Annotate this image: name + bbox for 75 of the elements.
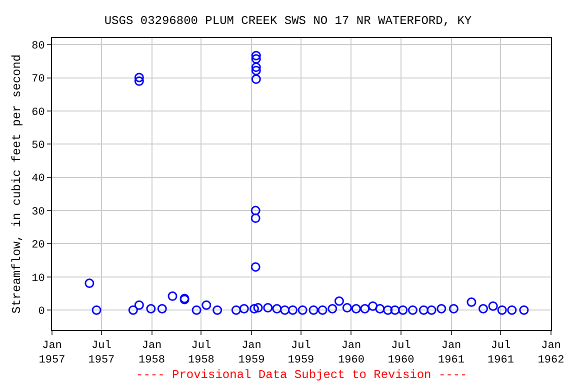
point	[488, 301, 498, 311]
point	[334, 296, 344, 306]
point	[368, 301, 378, 311]
point	[251, 66, 261, 76]
point	[84, 278, 94, 288]
x-tick-label: Jan 1958	[138, 340, 165, 366]
point	[497, 305, 507, 315]
point	[328, 304, 338, 314]
y-tick-label: 10	[32, 272, 45, 285]
y-tick-label: 0	[38, 306, 45, 318]
point	[168, 291, 178, 301]
point	[250, 206, 260, 216]
point	[92, 305, 102, 315]
point	[398, 305, 408, 315]
point	[212, 305, 222, 315]
y-axis-title: Streamflow, in cubic feet per second	[10, 54, 24, 314]
point	[318, 305, 328, 315]
y-tick-label: 30	[32, 206, 45, 218]
point	[134, 72, 144, 82]
point	[360, 304, 370, 314]
point	[250, 262, 260, 272]
x-tick-label: Jan 1961	[438, 340, 465, 366]
point	[250, 213, 260, 223]
chart-title: USGS 03296800 PLUM CREEK SWS NO 17 NR WATERFORD, KY	[104, 14, 472, 28]
point	[342, 303, 352, 313]
point	[519, 305, 529, 315]
point	[202, 300, 212, 310]
point	[418, 305, 428, 315]
point	[436, 304, 446, 314]
point	[478, 304, 488, 314]
point	[251, 50, 261, 60]
point	[298, 305, 308, 315]
y-tick-label: 40	[32, 173, 45, 186]
point	[249, 304, 259, 314]
point	[192, 305, 202, 315]
point	[263, 303, 273, 313]
point	[231, 305, 241, 315]
point	[507, 305, 517, 315]
y-tick-label: 20	[32, 240, 45, 252]
x-tick-label: Jul 1957	[88, 340, 115, 366]
y-tick-label: 80	[32, 40, 45, 52]
y-tick-label: 50	[32, 140, 45, 152]
point	[134, 300, 144, 310]
point	[408, 305, 418, 315]
point	[466, 297, 476, 307]
point	[448, 304, 458, 314]
point	[308, 305, 318, 315]
point	[251, 54, 261, 64]
x-tick-label: Jul 1958	[188, 340, 214, 366]
point	[251, 62, 261, 72]
point	[239, 304, 249, 314]
x-tick-label: Jan 1960	[338, 340, 364, 366]
point	[288, 305, 298, 315]
x-tick-label: Jan 1959	[238, 340, 265, 366]
point	[280, 305, 290, 315]
point	[351, 304, 361, 314]
point	[272, 304, 282, 314]
point	[390, 305, 400, 315]
point	[375, 304, 385, 314]
point	[128, 305, 138, 315]
x-tick-label: Jul 1959	[288, 340, 314, 366]
y-tick-label: 70	[32, 74, 45, 86]
x-tick-label: Jul 1961	[488, 340, 514, 366]
y-tick-label: 60	[32, 106, 45, 119]
point	[157, 304, 167, 314]
text: ---- Provisional Data Subject to Revision ----	[136, 368, 468, 382]
point	[383, 305, 393, 315]
point	[426, 305, 436, 315]
point	[253, 303, 263, 313]
point	[146, 304, 156, 314]
x-tick-label: Jul 1960	[388, 340, 414, 366]
x-tick-label: Jan 1962	[538, 340, 564, 366]
point	[134, 76, 144, 86]
point	[251, 74, 261, 84]
x-tick-label: Jan 1957	[38, 340, 66, 366]
